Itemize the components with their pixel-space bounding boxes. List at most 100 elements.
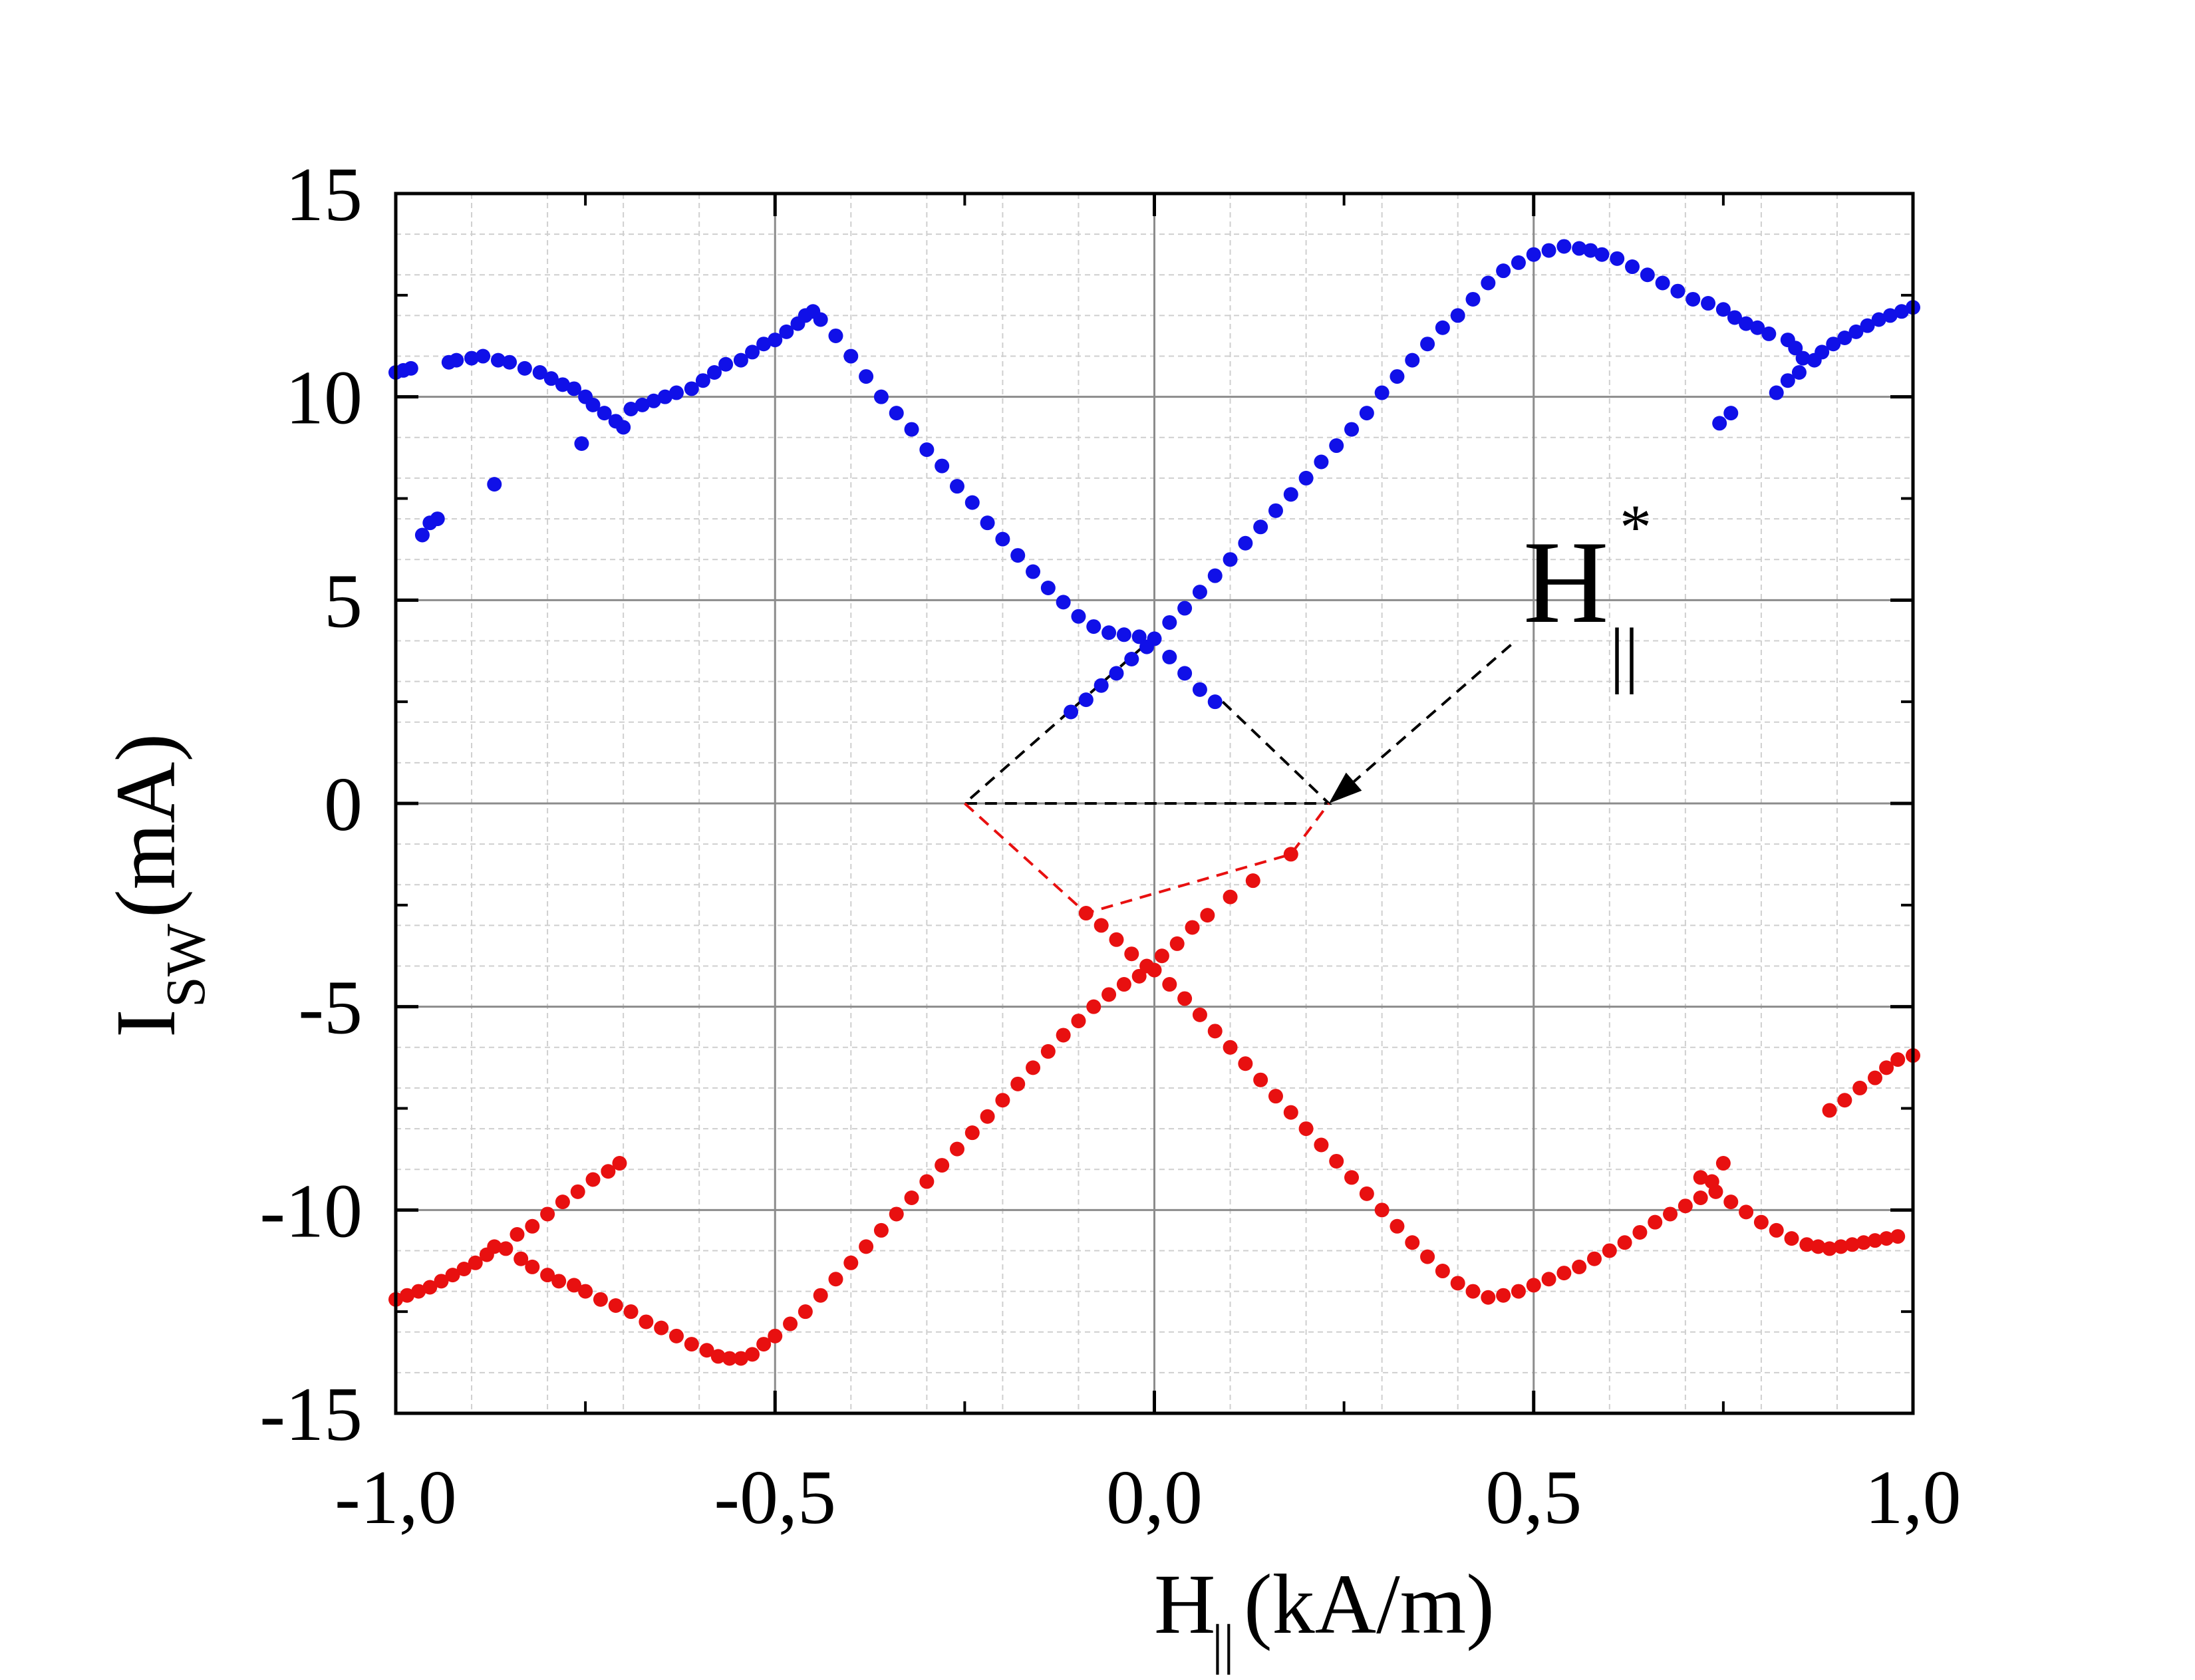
red-data-point bbox=[1124, 946, 1139, 962]
h-star-annotation: H * || bbox=[1328, 491, 1652, 803]
red-data-point bbox=[456, 1261, 472, 1276]
red-data-point bbox=[1867, 1070, 1882, 1085]
blue-data-point bbox=[1207, 568, 1223, 583]
y-tick-label: 15 bbox=[285, 152, 363, 237]
blue-data-point bbox=[567, 381, 582, 396]
blue-data-point bbox=[574, 436, 589, 451]
red-data-point bbox=[843, 1255, 859, 1270]
blue-data-point bbox=[1481, 275, 1496, 291]
red-data-point bbox=[1511, 1284, 1526, 1299]
blue-data-point bbox=[1780, 373, 1795, 388]
red-data-point bbox=[935, 1158, 950, 1173]
blue-data-point bbox=[585, 397, 601, 412]
blue-data-point bbox=[1223, 552, 1238, 567]
blue-data-point bbox=[1078, 692, 1094, 708]
red-data-point bbox=[1078, 906, 1094, 921]
blue-data-point bbox=[935, 458, 950, 474]
blue-data-point bbox=[1405, 352, 1420, 368]
red-data-point bbox=[1837, 1093, 1852, 1108]
red-data-point bbox=[828, 1272, 843, 1287]
black-dashed-extrapolation bbox=[961, 635, 1332, 805]
red-data-point bbox=[1010, 1076, 1026, 1091]
y-tick-label: -10 bbox=[259, 1169, 363, 1254]
blue-data-point bbox=[1238, 535, 1253, 551]
x-tick-label: -0,5 bbox=[714, 1455, 836, 1540]
red-data-point bbox=[1283, 1105, 1298, 1120]
red-data-point bbox=[1693, 1190, 1708, 1205]
red-data-point bbox=[1856, 1235, 1871, 1250]
blue-data-point bbox=[964, 495, 980, 510]
red-data-point bbox=[1177, 991, 1193, 1006]
red-data-point bbox=[1526, 1278, 1541, 1293]
blue-data-point bbox=[414, 527, 430, 543]
blue-data-point bbox=[1329, 438, 1344, 454]
blue-data-point bbox=[1192, 585, 1207, 600]
red-data-point bbox=[555, 1194, 570, 1210]
red-data-point bbox=[567, 1278, 582, 1293]
blue-data-point bbox=[1739, 316, 1754, 331]
blue-data-point bbox=[1556, 239, 1572, 254]
red-data-point bbox=[1715, 1156, 1731, 1171]
x-tick-label: -1,0 bbox=[335, 1455, 457, 1540]
red-data-point bbox=[1723, 1194, 1739, 1210]
blue-data-point bbox=[1162, 615, 1177, 630]
red-data-point bbox=[980, 1109, 995, 1124]
red-data-point bbox=[1101, 987, 1117, 1002]
blue-data-point bbox=[1594, 247, 1610, 262]
red-data-point bbox=[873, 1222, 889, 1238]
blue-data-point bbox=[1094, 678, 1109, 693]
blue-data-point bbox=[1314, 454, 1329, 470]
red-data-point bbox=[1086, 999, 1101, 1014]
red-data-point bbox=[434, 1274, 449, 1289]
blue-data-point bbox=[695, 373, 710, 388]
red-data-point bbox=[510, 1227, 525, 1242]
red-data-point bbox=[639, 1314, 654, 1330]
blue-data-point bbox=[813, 312, 828, 327]
red-data-point bbox=[445, 1268, 460, 1283]
blue-data-point bbox=[1359, 406, 1374, 421]
red-data-point bbox=[756, 1337, 772, 1352]
blue-data-point bbox=[718, 356, 734, 372]
red-data-point bbox=[1753, 1214, 1769, 1230]
red-data-point bbox=[1314, 1137, 1329, 1153]
blue-data-point bbox=[1192, 682, 1207, 697]
red-data-point bbox=[422, 1280, 438, 1295]
red-data-point bbox=[623, 1304, 639, 1320]
red-data-point bbox=[995, 1093, 1010, 1108]
red-data-point bbox=[1822, 1103, 1837, 1118]
blue-data-point bbox=[919, 442, 935, 458]
red-data-point bbox=[684, 1337, 699, 1352]
blue-data-point bbox=[1511, 255, 1526, 270]
red-data-point bbox=[1040, 1044, 1056, 1059]
red-data-point bbox=[1833, 1239, 1848, 1254]
red-data-point bbox=[1268, 1089, 1283, 1104]
annotation-arrow-line bbox=[1353, 644, 1512, 783]
red-data-point bbox=[400, 1288, 415, 1303]
red-data-point bbox=[1192, 1007, 1207, 1022]
red-data-point bbox=[593, 1292, 608, 1307]
blue-data-point bbox=[1860, 318, 1875, 333]
blue-data-point bbox=[889, 406, 904, 421]
red-data-point bbox=[1648, 1214, 1663, 1230]
red-data-point bbox=[1481, 1290, 1496, 1305]
blue-data-point bbox=[1162, 649, 1177, 664]
blue-data-point bbox=[1701, 296, 1716, 311]
blue-data-point bbox=[1640, 267, 1655, 283]
red-data-point bbox=[1245, 873, 1260, 889]
blue-data-point bbox=[1390, 369, 1405, 384]
red-data-point bbox=[1769, 1222, 1784, 1238]
red-data-point bbox=[1465, 1284, 1481, 1299]
blue-data-point bbox=[1116, 627, 1131, 642]
red-data-point bbox=[487, 1239, 502, 1254]
blue-data-point bbox=[555, 377, 570, 392]
y-axis-title-unit: (mA) bbox=[98, 734, 193, 918]
red-data-point bbox=[1253, 1072, 1268, 1087]
blue-data-point bbox=[843, 349, 859, 364]
red-data-point bbox=[1586, 1251, 1602, 1266]
red-dashed-extrapolation bbox=[964, 802, 1330, 915]
red-data-point bbox=[1329, 1153, 1344, 1169]
red-data-point bbox=[1283, 847, 1298, 862]
blue-data-point bbox=[1583, 243, 1598, 258]
red-data-point bbox=[1374, 1202, 1390, 1218]
